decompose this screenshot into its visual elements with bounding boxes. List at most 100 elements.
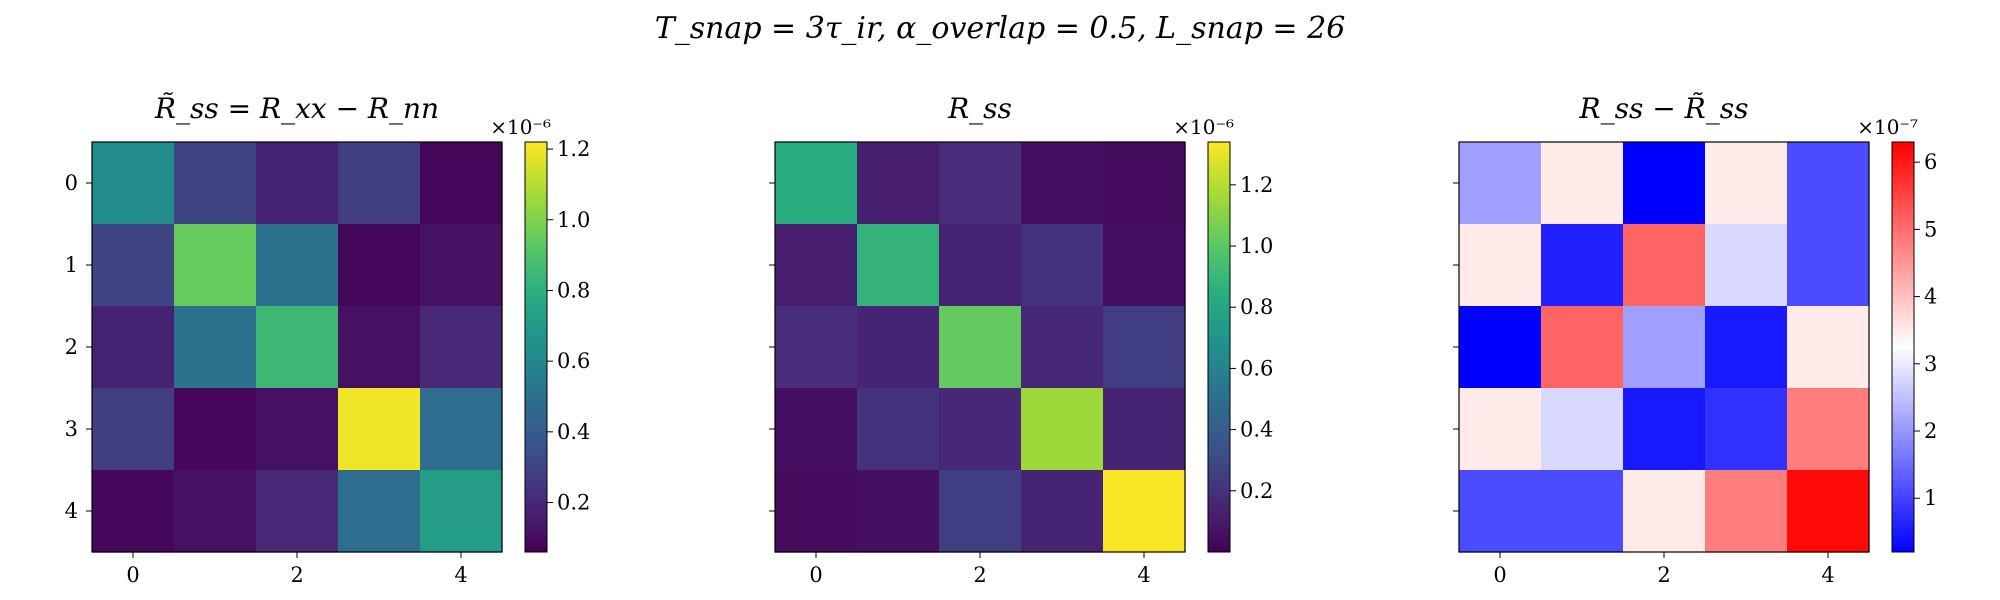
colorbar-tick-label: 0.4: [1240, 418, 1273, 442]
heatmap-title: R_ss: [947, 92, 1012, 125]
heatmap-cell: [1541, 388, 1624, 471]
heatmap-cell: [1623, 224, 1706, 307]
heatmap-cell: [1705, 142, 1788, 225]
heatmap-cell: [939, 388, 1022, 471]
heatmap-cell: [1459, 224, 1542, 307]
x-tick-label: 0: [126, 563, 139, 587]
y-tick-label: 0: [65, 171, 78, 195]
heatmap-cell: [1021, 388, 1104, 471]
y-tick-label: 3: [65, 417, 78, 441]
heatmap-cell: [338, 306, 421, 389]
colorbar: [1891, 141, 1915, 553]
heatmap-cell: [256, 470, 339, 553]
heatmap-cell: [775, 388, 858, 471]
heatmap-cell: [1623, 470, 1706, 553]
colorbar-tick-label: 1: [1924, 486, 1937, 510]
x-tick-label: 4: [1821, 563, 1834, 587]
heatmap-cell: [1787, 224, 1870, 307]
colorbar-multiplier: ×10⁻⁷: [1857, 115, 1918, 139]
heatmap-cell: [420, 388, 503, 471]
x-tick-label: 4: [1137, 563, 1150, 587]
heatmap-cell: [1623, 388, 1706, 471]
heatmap-cell: [857, 224, 940, 307]
heatmap-panel-2: R_ss 0 2 4 0.2 0.4 0.6 0.8 1.0 1.2 ×10⁻⁶: [769, 92, 1273, 587]
y-tick-label: 1: [65, 253, 78, 277]
colorbar-tick-label: 0.8: [1240, 295, 1273, 319]
heatmap-cell: [1021, 224, 1104, 307]
heatmap-cell: [775, 142, 858, 225]
heatmap-cell: [1541, 142, 1624, 225]
heatmap-cell: [1705, 224, 1788, 307]
heatmap-cell: [1459, 142, 1542, 225]
heatmap-cell: [92, 470, 175, 553]
heatmap-cell: [775, 306, 858, 389]
colorbar-tick-label: 1.0: [1240, 234, 1273, 258]
heatmap-cell: [1705, 388, 1788, 471]
heatmap-cell: [256, 306, 339, 389]
colorbar-tick-label: 0.2: [1240, 479, 1273, 503]
heatmap-cell: [92, 388, 175, 471]
colorbar-tick-label: 0.4: [557, 420, 590, 444]
heatmap-cell: [1787, 142, 1870, 225]
heatmap-cell: [420, 142, 503, 225]
heatmap-cell: [857, 388, 940, 471]
heatmap-cell: [338, 470, 421, 553]
heatmap-cell: [1705, 470, 1788, 553]
colorbar-tick-label: 3: [1924, 352, 1937, 376]
heatmap-cell: [1623, 306, 1706, 389]
heatmap-cell: [939, 224, 1022, 307]
heatmap-cell: [775, 224, 858, 307]
heatmap-cell: [1459, 470, 1542, 553]
heatmap-cell: [174, 388, 257, 471]
heatmap-cell: [1103, 388, 1186, 471]
heatmap-cell: [174, 470, 257, 553]
colorbar-tick-label: 1.0: [557, 208, 590, 232]
heatmap-cell: [775, 470, 858, 553]
heatmap-cell: [92, 306, 175, 389]
heatmap-cell: [857, 470, 940, 553]
colorbar-tick-label: 1.2: [1240, 173, 1273, 197]
y-tick-label: 4: [65, 499, 78, 523]
x-tick-label: 2: [973, 563, 986, 587]
heatmap-cell: [939, 142, 1022, 225]
heatmap-panel-3: R_ss − R̃_ss 0 2 4 1 2 3 4 5 6×10⁻⁷: [1453, 92, 1937, 587]
colorbar: [1207, 141, 1231, 553]
heatmap-cell: [256, 142, 339, 225]
heatmap-cell: [1103, 306, 1186, 389]
heatmap-cell: [1459, 388, 1542, 471]
y-tick-label: 2: [65, 335, 78, 359]
colorbar-tick-label: 5: [1924, 217, 1937, 241]
heatmap-cell: [1705, 306, 1788, 389]
heatmap-panel-1: R̃_ss = R_xx − R_nn 0 2 4 0 1 2 3 4 0.2 0.4 0.6 0.8 1…: [65, 92, 591, 587]
heatmap-cell: [1541, 224, 1624, 307]
colorbar-tick-label: 0.6: [557, 349, 590, 373]
x-tick-label: 2: [1657, 563, 1670, 587]
heatmap-cell: [1541, 470, 1624, 553]
heatmap-cell: [1787, 470, 1870, 553]
heatmap-cell: [174, 306, 257, 389]
colorbar-tick-label: 1.2: [557, 137, 590, 161]
heatmap-cell: [1103, 470, 1186, 553]
heatmap-title: R_ss − R̃_ss: [1579, 92, 1749, 125]
colorbar-tick-label: 4: [1924, 285, 1937, 309]
heatmap-cell: [857, 306, 940, 389]
heatmap-cell: [939, 306, 1022, 389]
heatmap-cell: [1021, 306, 1104, 389]
heatmap-cell: [1459, 306, 1542, 389]
heatmap-cell: [420, 306, 503, 389]
heatmap-cell: [338, 388, 421, 471]
x-tick-label: 4: [454, 563, 467, 587]
heatmap-cell: [174, 224, 257, 307]
heatmap-cell: [92, 142, 175, 225]
figure-suptitle: T_snap = 3τ_ir, α_overlap = 0.5, L_snap …: [655, 11, 1346, 46]
heatmap-cell: [1623, 142, 1706, 225]
x-tick-label: 0: [1493, 563, 1506, 587]
heatmap-cell: [939, 470, 1022, 553]
colorbar: [524, 141, 548, 553]
heatmap-cell: [1021, 470, 1104, 553]
colorbar-tick-label: 2: [1924, 419, 1937, 443]
colorbar-multiplier: ×10⁻⁶: [1173, 115, 1234, 139]
heatmap-cell: [857, 142, 940, 225]
heatmap-cell: [1103, 224, 1186, 307]
heatmap-title: R̃_ss = R_xx − R_nn: [154, 92, 439, 125]
